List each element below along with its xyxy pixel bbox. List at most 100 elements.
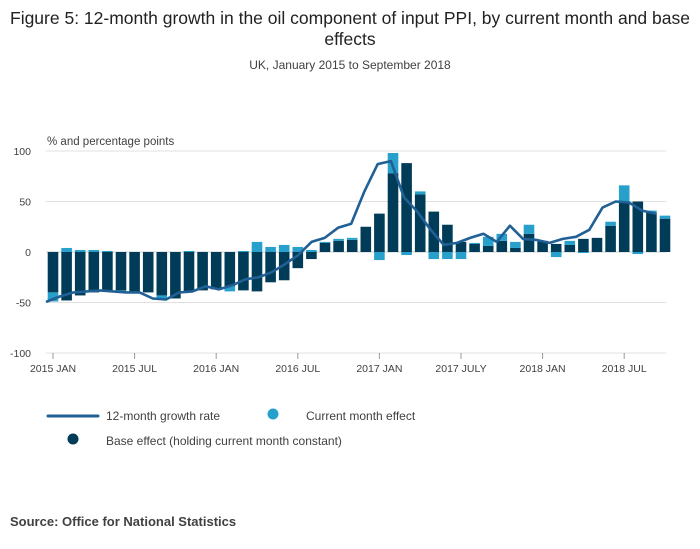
y-axis-ticks: 100 50 0 -50 -100 [10, 146, 31, 360]
base-effect-bar [102, 252, 113, 291]
base-effect-bar [632, 201, 644, 252]
x-tick-label: 2018 JUL [602, 363, 647, 375]
base-effect-bar [360, 226, 372, 252]
current-month-effect-bar [224, 286, 236, 292]
base-effect-bar [646, 212, 657, 252]
current-month-effect-bar [265, 246, 276, 252]
base-effect-bar [306, 252, 317, 260]
base-effect-bar [238, 252, 249, 291]
y-tick-label: -100 [10, 348, 31, 360]
base-effect-bar [265, 252, 276, 283]
base-effect-bar [550, 243, 562, 252]
base-effect-bar [537, 240, 548, 252]
current-month-effect-bar [578, 252, 589, 254]
base-effect-bar [455, 241, 467, 252]
base-effect-bar [88, 252, 100, 293]
chart-title: Figure 5: 12-month growth in the oil com… [10, 8, 690, 49]
current-month-effect-bar [306, 249, 317, 252]
current-month-effect-bar [61, 247, 72, 252]
current-month-effect-bar [74, 249, 86, 252]
legend-dot-marker [67, 433, 79, 445]
current-month-effect-bar [632, 252, 644, 255]
current-month-effect-bar [564, 240, 576, 245]
current-month-effect-bar [346, 237, 358, 240]
base-effect-bar [319, 242, 331, 252]
growth-rate-line [45, 159, 657, 303]
base-effect-bar [346, 239, 358, 252]
base-effect-bar [578, 238, 589, 252]
current-month-effect-bar [278, 244, 290, 252]
base-effect-bar [510, 247, 521, 252]
current-month-effect-bar [455, 252, 467, 260]
x-tick-label: 2018 JAN [520, 363, 566, 375]
current-month-effect-bars [47, 153, 671, 302]
current-month-effect-bar [442, 252, 453, 260]
base-effect-bar [74, 252, 86, 296]
current-month-effect-bar [414, 191, 426, 195]
current-month-effect-bar [251, 241, 263, 252]
current-month-effect-bar [102, 250, 113, 252]
current-month-effect-bar [428, 252, 440, 260]
legend-label-growth-rate: 12-month growth rate [106, 409, 221, 423]
base-effect-bar [442, 224, 453, 252]
base-effect-bars [47, 163, 671, 301]
current-month-effect-bar [469, 242, 480, 244]
y-axis-label: % and percentage points [47, 136, 175, 148]
y-tick-label: 0 [25, 247, 31, 259]
base-effect-bar [333, 240, 344, 252]
base-effect-bar [469, 243, 480, 252]
current-month-effect-bar [333, 238, 344, 241]
current-month-effect-bar [238, 250, 249, 252]
chart-subtitle: UK, January 2015 to September 2018 [249, 58, 451, 72]
base-effect-bar [605, 225, 616, 252]
source-note: Source: Office for National Statistics [10, 514, 237, 529]
base-effect-bar [496, 240, 508, 252]
current-month-effect-bar [482, 236, 494, 246]
base-effect-bar [251, 252, 263, 292]
base-effect-bar [523, 233, 535, 252]
base-effect-bar [591, 237, 603, 252]
current-month-effect-bar [47, 292, 59, 302]
legend-markers [46, 408, 279, 445]
base-effect-bar [564, 244, 576, 252]
base-effect-bar [401, 163, 412, 252]
y-tick-label: -50 [16, 298, 31, 310]
x-tick-label: 2016 JAN [193, 363, 239, 375]
base-effect-bar [156, 252, 168, 296]
growth-rate-line [45, 159, 657, 303]
base-effect-bar [197, 252, 208, 291]
current-month-effect-bar [374, 252, 385, 261]
base-effect-bar [414, 194, 426, 252]
x-tick-label: 2017 JULY [435, 363, 486, 375]
y-tick-label: 100 [13, 146, 31, 158]
base-effect-bar [210, 252, 222, 290]
current-month-effect-bar [550, 252, 562, 258]
base-effect-bar [61, 252, 72, 301]
legend-dot-marker [267, 408, 279, 420]
current-month-effect-bar [183, 250, 195, 252]
base-effect-bar [142, 252, 154, 293]
base-effect-bar [292, 252, 304, 269]
current-month-effect-bar [292, 246, 304, 252]
x-tick-label: 2017 JAN [356, 363, 402, 375]
current-month-effect-bar [156, 295, 168, 300]
base-effect-bar [618, 202, 630, 252]
x-axis-ticks: 2015 JAN 2015 JUL 2016 JAN 2016 JUL 2017 JAN… [30, 353, 647, 375]
legend-label-base-effect: Base effect (holding current month const… [106, 434, 342, 448]
x-tick-label: 2016 JUL [275, 363, 320, 375]
current-month-effect-bar [319, 241, 331, 243]
current-month-effect-bar [88, 249, 100, 252]
x-tick-label: 2015 JUL [112, 363, 157, 375]
x-tick-label: 2015 JAN [30, 363, 76, 375]
current-month-effect-bar [659, 215, 671, 219]
current-month-effect-bar [605, 221, 616, 226]
base-effect-bar [659, 218, 671, 252]
base-effect-bar [47, 252, 59, 293]
legend-label-current-month: Current month effect [306, 409, 416, 423]
base-effect-bar [387, 173, 399, 252]
y-tick-label: 50 [19, 197, 31, 209]
current-month-effect-bar [618, 185, 630, 203]
current-month-effect-bar [523, 224, 535, 234]
current-month-effect-bar [510, 241, 521, 248]
